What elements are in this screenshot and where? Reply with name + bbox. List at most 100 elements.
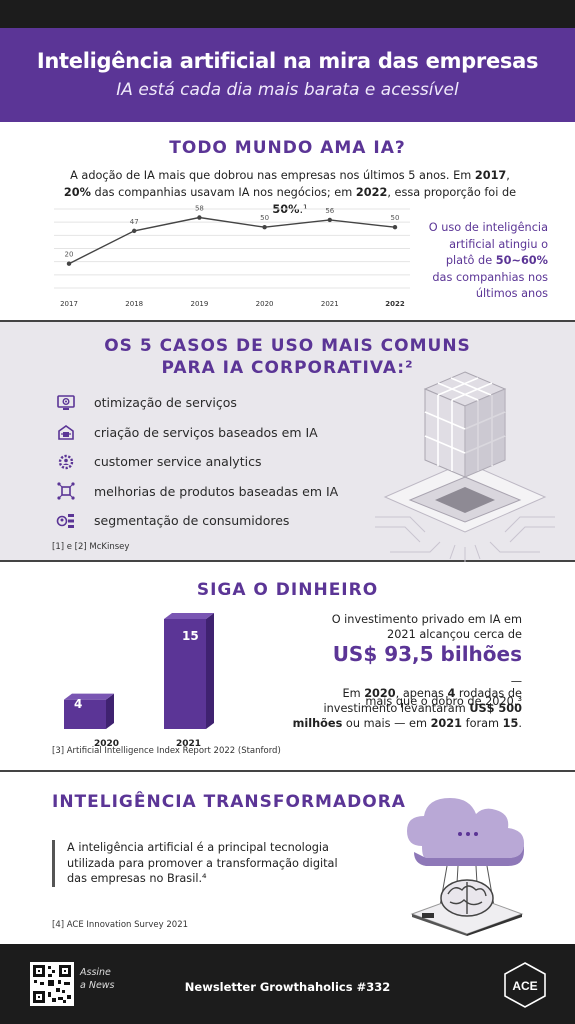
bar xyxy=(64,699,106,729)
plateau-note-post: das companhias nos últimos anos xyxy=(432,270,548,301)
rounds-text-d: ou mais — em xyxy=(342,717,431,730)
rounds-text-a: Em xyxy=(342,687,365,700)
series-line xyxy=(68,216,396,265)
monitor-settings-icon xyxy=(57,394,75,410)
x-tick-label: 2019 xyxy=(190,300,208,308)
section-money: SIGA O DINHEIRO 4 15 2020 2021 O investi… xyxy=(0,562,575,772)
rounds-text-b: , apenas xyxy=(395,687,448,700)
x-tick-label: 2017 xyxy=(60,300,78,308)
customer-gear-icon xyxy=(58,454,74,469)
plateau-note-pre: O uso de inteligência artificial atingiu… xyxy=(428,221,548,267)
product-network-icon xyxy=(57,482,75,500)
source-stanford: [3] Artificial Intelligence Index Report… xyxy=(52,746,281,756)
bar-label-2020: 2020 xyxy=(94,739,120,749)
svg-text:ACE: ACE xyxy=(512,979,537,993)
x-tick-label: 2022 xyxy=(385,300,405,308)
adoption-line-svg: 20 2017 47 2018 58 2019 50 2020 56 2021 50 2022 xyxy=(54,205,410,308)
user-segment-icon xyxy=(56,513,74,528)
list-item: segmentação de consumidores xyxy=(56,506,338,536)
adoption-intro: A adoção de IA mais que dobrou nas empre… xyxy=(60,167,520,218)
intro-comma: , xyxy=(506,169,510,182)
qr-code-icon[interactable] xyxy=(30,962,74,1006)
use-case-label: criação de serviços baseados em IA xyxy=(94,424,318,440)
x-tick-label: 2021 xyxy=(321,300,339,308)
cube-chip-illustration xyxy=(375,371,555,562)
data-label: 47 xyxy=(130,218,139,226)
rounds-amount: US$ 500 milhões xyxy=(292,702,522,730)
investment-amount: US$ 93,5 bilhões xyxy=(332,642,522,666)
data-label: 58 xyxy=(195,205,204,213)
section-adoption-title: TODO MUNDO AMA IA? xyxy=(169,138,406,158)
investment-text-post: mais que o dobro de 2020.³ xyxy=(365,695,522,708)
rounds-text-e: foram xyxy=(462,717,503,730)
rounds-year-2020: 2020 xyxy=(364,687,396,700)
header: Inteligência artificial na mira das empr… xyxy=(0,0,575,122)
bar-top xyxy=(164,613,214,619)
data-label: 20 xyxy=(65,251,74,259)
rounds-text-c: rodadas de investimento levantaram xyxy=(323,687,523,715)
intro-text-c: , essa proporção foi de xyxy=(387,186,517,199)
intro-percent-20: 20% xyxy=(63,186,91,199)
section-adoption: TODO MUNDO AMA IA? A adoção de IA mais q… xyxy=(0,122,575,320)
rounds-year-2021: 2021 xyxy=(430,717,463,730)
section-transformation-title: INTELIGÊNCIA TRANSFORMADORA xyxy=(52,792,406,812)
header-band xyxy=(0,28,575,122)
x-tick-label: 2020 xyxy=(256,300,274,308)
page-title: Inteligência artificial na mira das empr… xyxy=(36,49,539,73)
ace-logo: ACE xyxy=(504,962,546,1008)
bar-side xyxy=(106,693,114,729)
data-point xyxy=(132,228,137,234)
rounds-count-2020: 4 xyxy=(447,687,456,700)
list-item: melhorias de produtos baseadas em IA xyxy=(56,477,338,507)
subscribe-line2: a News xyxy=(80,980,115,991)
use-cases-title-line1: OS 5 CASOS DE USO MAIS COMUNS xyxy=(104,336,471,356)
bar-label-2021: 2021 xyxy=(176,739,202,749)
data-point xyxy=(327,217,332,223)
subscribe-line1: Assine xyxy=(80,967,111,978)
section-transformation: INTELIGÊNCIA TRANSFORMADORA A inteligênc… xyxy=(0,772,575,944)
investment-bar-chart: 4 15 2020 2021 xyxy=(60,604,260,754)
list-item: customer service analytics xyxy=(56,447,338,477)
data-label: 50 xyxy=(260,214,269,222)
transformation-quote: A inteligência artificial é a principal … xyxy=(52,840,342,887)
use-case-label: otimização de serviços xyxy=(94,395,237,411)
use-case-list: otimização de serviços criação de serviç… xyxy=(56,388,338,536)
intro-text-a: A adoção de IA mais que dobrou nas empre… xyxy=(70,169,475,182)
cloud-brain-illustration xyxy=(407,798,524,936)
list-item: criação de serviços baseados em IA xyxy=(56,418,338,448)
data-point xyxy=(197,215,202,220)
bar-value-2021: 15 xyxy=(182,629,199,643)
use-case-label: segmentação de consumidores xyxy=(94,513,290,529)
bar xyxy=(164,619,206,729)
data-label: 56 xyxy=(325,207,334,215)
data-point xyxy=(392,225,398,230)
investment-text-pre: O investimento privado em IA em 2021 alc… xyxy=(331,613,522,641)
data-point xyxy=(66,261,72,266)
investment-text: O investimento privado em IA em 2021 alc… xyxy=(320,612,522,709)
adoption-line-chart: 20 2017 47 2018 58 2019 50 2020 56 2021 50 2022 xyxy=(40,204,430,314)
bar-top xyxy=(64,693,114,700)
plateau-note-range: 50~60% xyxy=(495,254,548,267)
section-money-title: SIGA O DINHEIRO xyxy=(196,580,379,600)
footer: Assine a News Newsletter Growthaholics #… xyxy=(0,944,575,1024)
investment-amount-line: US$ 93,5 bilhões — xyxy=(320,642,522,694)
subscribe-link[interactable]: Assine a News xyxy=(80,966,115,992)
x-tick-label: 2018 xyxy=(125,300,143,308)
bar-side xyxy=(206,613,214,729)
source-ace-survey: [4] ACE Innovation Survey 2021 xyxy=(52,920,189,930)
use-case-label: customer service analytics xyxy=(94,454,262,470)
section-use-cases: OS 5 CASOS DE USO MAIS COMUNS PARA IA CO… xyxy=(0,320,575,562)
rounds-text-f: . xyxy=(518,717,522,730)
bar-value-2020: 4 xyxy=(74,697,83,711)
page-subtitle: IA está cada dia mais barata e acessível xyxy=(116,80,459,100)
source-mckinsey: [1] e [2] McKinsey xyxy=(52,542,130,552)
rounds-count-2021: 15 xyxy=(502,717,519,730)
ai-chip-icon xyxy=(58,425,74,441)
section-use-cases-title: OS 5 CASOS DE USO MAIS COMUNS PARA IA CO… xyxy=(0,335,575,379)
list-item: otimização de serviços xyxy=(56,388,338,418)
data-label: 50 xyxy=(391,214,400,222)
rounds-text: Em 2020, apenas 4 rodadas de investiment… xyxy=(288,686,522,731)
intro-year-2022: 2022 xyxy=(355,186,388,199)
intro-year-2017: 2017 xyxy=(474,169,507,182)
